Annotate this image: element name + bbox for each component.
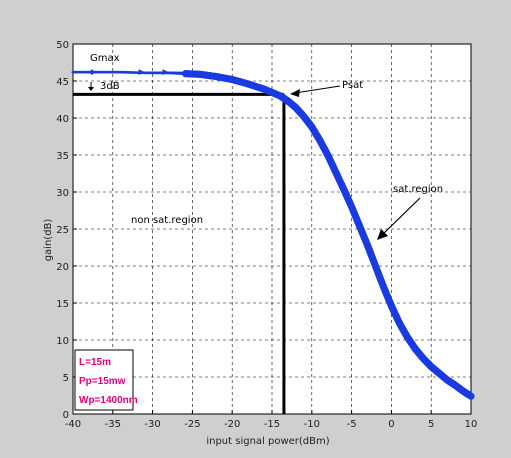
x-tick-label: -30 bbox=[144, 419, 160, 430]
legend-box bbox=[74, 349, 134, 411]
non-sat-region-annotation: non sat.region bbox=[131, 215, 203, 226]
y-tick-label: 40 bbox=[56, 114, 69, 125]
y-tick-label: 50 bbox=[56, 40, 69, 51]
x-tick-label: -10 bbox=[304, 419, 320, 430]
minus-3db-arrow bbox=[88, 82, 94, 91]
x-tick-label: -25 bbox=[184, 419, 200, 430]
x-tick-label: -5 bbox=[347, 419, 357, 430]
legend: L=15m Pp=15mw Wp=1400nm bbox=[74, 349, 138, 411]
y-axis-label: gain(dB) bbox=[43, 219, 54, 262]
y-tick-label: 20 bbox=[56, 262, 69, 273]
sat-region-annotation: sat.region bbox=[393, 184, 443, 195]
grid bbox=[73, 44, 471, 414]
sat-region-arrow bbox=[377, 197, 421, 240]
y-tick-label: 5 bbox=[63, 373, 69, 384]
x-axis-label: input signal power(dBm) bbox=[206, 436, 329, 447]
y-tick-label: 35 bbox=[56, 151, 69, 162]
gmax-annotation: Gmax bbox=[90, 53, 120, 64]
x-tick-label: 5 bbox=[428, 419, 434, 430]
legend-pump-wavelength: Wp=1400nm bbox=[79, 395, 138, 406]
y-tick-label: 30 bbox=[56, 188, 69, 199]
legend-pump-power: Pp=15mw bbox=[79, 376, 126, 387]
data-point bbox=[467, 392, 475, 400]
x-tick-label: -35 bbox=[105, 419, 121, 430]
legend-length: L=15m bbox=[79, 357, 111, 368]
minus-3db-annotation: 3dB bbox=[100, 81, 120, 92]
x-tick-label: 10 bbox=[465, 419, 478, 430]
ticks: -40 -35 -30 -25 -20 -15 -10 -5 0 5 10 0 5 10 15 20 25 30 3… bbox=[56, 40, 477, 430]
y-tick-label: 15 bbox=[56, 299, 69, 310]
y-tick-label: 0 bbox=[63, 410, 69, 421]
x-tick-label: -20 bbox=[224, 419, 240, 430]
x-tick-label: -40 bbox=[65, 419, 81, 430]
y-tick-label: 45 bbox=[56, 77, 69, 88]
y-tick-label: 25 bbox=[56, 225, 69, 236]
psat-arrow bbox=[290, 85, 341, 97]
x-tick-label: 0 bbox=[388, 419, 394, 430]
y-tick-label: 10 bbox=[56, 336, 69, 347]
psat-annotation: Psat bbox=[342, 80, 363, 91]
series-layer bbox=[71, 70, 475, 400]
x-tick-label: -15 bbox=[264, 419, 280, 430]
